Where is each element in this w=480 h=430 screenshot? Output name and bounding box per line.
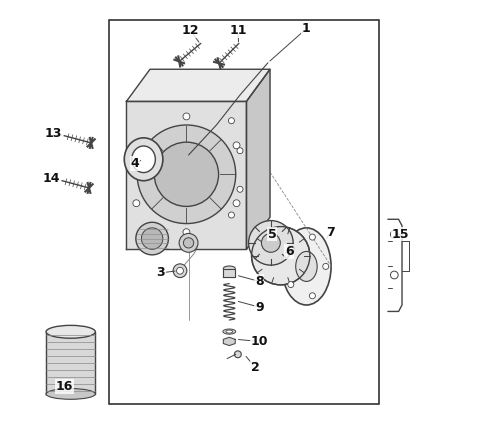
Text: 11: 11	[229, 24, 247, 37]
Circle shape	[228, 212, 234, 218]
Text: 5: 5	[268, 228, 276, 241]
Circle shape	[237, 186, 243, 192]
Text: 8: 8	[255, 275, 264, 288]
Text: 13: 13	[45, 127, 62, 140]
Circle shape	[137, 125, 236, 224]
Polygon shape	[126, 69, 270, 101]
Ellipse shape	[296, 252, 317, 281]
Ellipse shape	[282, 228, 331, 305]
Circle shape	[183, 238, 194, 248]
Text: 15: 15	[392, 228, 409, 241]
Text: 7: 7	[325, 226, 335, 239]
Circle shape	[390, 271, 398, 279]
Text: 4: 4	[131, 157, 139, 170]
Circle shape	[228, 118, 234, 124]
Text: 16: 16	[56, 380, 73, 393]
Circle shape	[179, 233, 198, 252]
Ellipse shape	[226, 330, 233, 333]
Circle shape	[133, 200, 140, 207]
Circle shape	[233, 142, 240, 149]
Circle shape	[233, 200, 240, 207]
Text: 6: 6	[285, 245, 294, 258]
Ellipse shape	[223, 266, 235, 271]
Circle shape	[237, 148, 243, 154]
Circle shape	[234, 351, 241, 358]
Polygon shape	[246, 69, 270, 249]
Polygon shape	[46, 332, 96, 394]
Circle shape	[249, 221, 293, 265]
Circle shape	[183, 229, 190, 236]
Ellipse shape	[124, 138, 163, 181]
Text: 1: 1	[302, 22, 311, 35]
Text: 14: 14	[43, 172, 60, 185]
Circle shape	[173, 264, 187, 278]
Circle shape	[183, 113, 190, 120]
Circle shape	[142, 228, 163, 249]
Ellipse shape	[46, 326, 96, 338]
Circle shape	[323, 264, 329, 270]
Ellipse shape	[223, 329, 236, 334]
Polygon shape	[223, 269, 235, 277]
Circle shape	[390, 230, 398, 238]
Circle shape	[154, 142, 218, 206]
Circle shape	[262, 233, 280, 252]
Text: 9: 9	[255, 301, 264, 313]
Polygon shape	[126, 101, 246, 249]
Text: 3: 3	[156, 266, 165, 280]
Circle shape	[310, 293, 315, 299]
Bar	[109, 20, 379, 404]
Circle shape	[310, 234, 315, 240]
Circle shape	[133, 142, 140, 149]
Ellipse shape	[132, 146, 156, 172]
Circle shape	[288, 282, 294, 288]
Polygon shape	[223, 337, 235, 346]
Text: 10: 10	[251, 335, 268, 348]
Text: 12: 12	[182, 24, 200, 37]
Circle shape	[177, 267, 183, 274]
Ellipse shape	[46, 389, 96, 399]
Circle shape	[136, 222, 168, 255]
Text: 2: 2	[251, 361, 259, 374]
Circle shape	[252, 227, 310, 285]
Circle shape	[288, 245, 294, 251]
